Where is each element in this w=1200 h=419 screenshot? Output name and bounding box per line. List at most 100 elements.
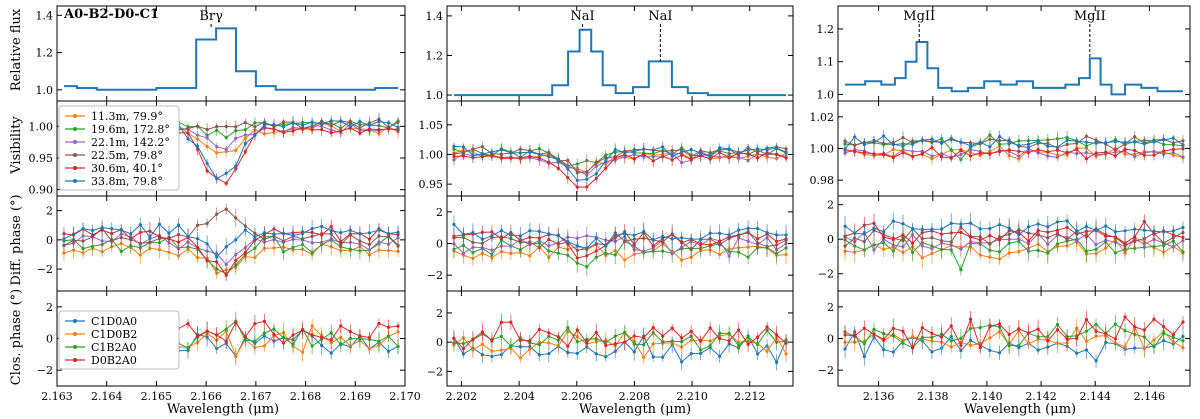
- data-point: [1162, 149, 1166, 153]
- y-tick-label: 2: [827, 199, 834, 212]
- data-point: [756, 237, 760, 241]
- data-point: [176, 223, 181, 227]
- data-point: [1152, 229, 1156, 233]
- data-point: [528, 347, 532, 351]
- line-feature-label-2-0: MgII: [903, 9, 935, 24]
- data-point: [1113, 322, 1117, 326]
- data-point: [930, 247, 934, 251]
- y-tick-label: −2: [818, 268, 834, 281]
- data-point: [224, 181, 228, 185]
- data-point: [1055, 328, 1060, 332]
- data-point: [1055, 242, 1060, 246]
- y-tick-label: −2: [37, 263, 53, 276]
- data-point: [310, 120, 314, 124]
- data-point: [339, 239, 343, 244]
- data-point: [1104, 224, 1108, 228]
- y-tick-label: 0.98: [810, 174, 835, 187]
- data-point: [718, 146, 722, 150]
- baseline-legend-marker: [73, 153, 77, 157]
- data-point: [988, 151, 992, 156]
- series-line: [844, 226, 1184, 247]
- data-point: [291, 333, 295, 337]
- data-point: [310, 324, 314, 328]
- data-point: [774, 360, 779, 364]
- y-tick-label: 1.2: [817, 23, 835, 36]
- data-point: [853, 135, 857, 139]
- data-point: [339, 324, 343, 328]
- x-tick-label: 2.169: [340, 390, 372, 403]
- data-point: [1026, 331, 1031, 335]
- data-point: [1084, 150, 1089, 155]
- data-point: [205, 221, 209, 226]
- data-point: [243, 335, 247, 339]
- data-point: [997, 238, 1002, 242]
- baseline-legend-label-2: 22.1m, 142.2°: [91, 136, 170, 149]
- series-line: [453, 235, 787, 258]
- data-point: [167, 250, 171, 254]
- data-point: [949, 136, 953, 140]
- data-point: [1152, 317, 1156, 321]
- data-point: [901, 136, 905, 140]
- data-point: [1142, 153, 1146, 157]
- baseline-legend-marker: [73, 140, 77, 144]
- data-point: [680, 258, 684, 262]
- data-point: [396, 125, 400, 129]
- data-point: [234, 125, 238, 129]
- data-point: [461, 154, 466, 158]
- data-point: [547, 160, 551, 164]
- data-point: [784, 156, 788, 160]
- data-point: [1104, 150, 1108, 154]
- data-point: [234, 216, 238, 220]
- data-point: [1123, 329, 1127, 333]
- data-point: [386, 248, 391, 253]
- data-point: [737, 228, 741, 232]
- data-point: [746, 255, 750, 259]
- series-line: [63, 223, 399, 258]
- data-point: [396, 324, 400, 328]
- data-point: [670, 252, 674, 256]
- data-point: [71, 232, 76, 236]
- axes-frame: [837, 100, 1191, 197]
- data-point: [774, 146, 779, 150]
- data-point: [939, 141, 944, 145]
- data-point: [1152, 345, 1156, 349]
- data-point: [291, 233, 295, 238]
- data-point: [585, 265, 589, 269]
- data-point: [262, 331, 267, 335]
- data-point: [490, 339, 494, 343]
- y-tick-label: 0: [827, 233, 834, 246]
- y-tick-label: 1.4: [36, 9, 54, 22]
- data-point: [348, 329, 352, 334]
- data-point: [205, 136, 209, 140]
- y-tick-label: 2: [827, 301, 834, 314]
- data-point: [1007, 140, 1011, 144]
- data-point: [1017, 139, 1021, 143]
- data-point: [978, 238, 982, 242]
- data-point: [1113, 230, 1117, 234]
- data-point: [499, 320, 503, 324]
- data-point: [186, 137, 190, 141]
- data-point: [224, 245, 228, 249]
- data-point: [1133, 148, 1137, 153]
- data-point: [547, 341, 551, 345]
- data-point: [262, 123, 267, 127]
- data-point: [765, 325, 769, 329]
- data-point: [661, 154, 665, 158]
- data-point: [291, 129, 295, 133]
- data-point: [377, 248, 381, 252]
- data-point: [891, 219, 895, 223]
- data-point: [490, 248, 494, 252]
- data-point: [329, 338, 333, 342]
- data-point: [1036, 348, 1040, 352]
- data-point: [689, 237, 693, 241]
- data-point: [262, 231, 267, 235]
- data-point: [959, 336, 963, 340]
- data-point: [339, 230, 343, 235]
- data-point: [1113, 139, 1117, 144]
- data-point: [988, 348, 992, 352]
- data-point: [157, 235, 162, 239]
- data-point: [186, 234, 190, 239]
- data-point: [234, 258, 238, 263]
- data-point: [575, 170, 579, 175]
- data-point: [566, 253, 570, 257]
